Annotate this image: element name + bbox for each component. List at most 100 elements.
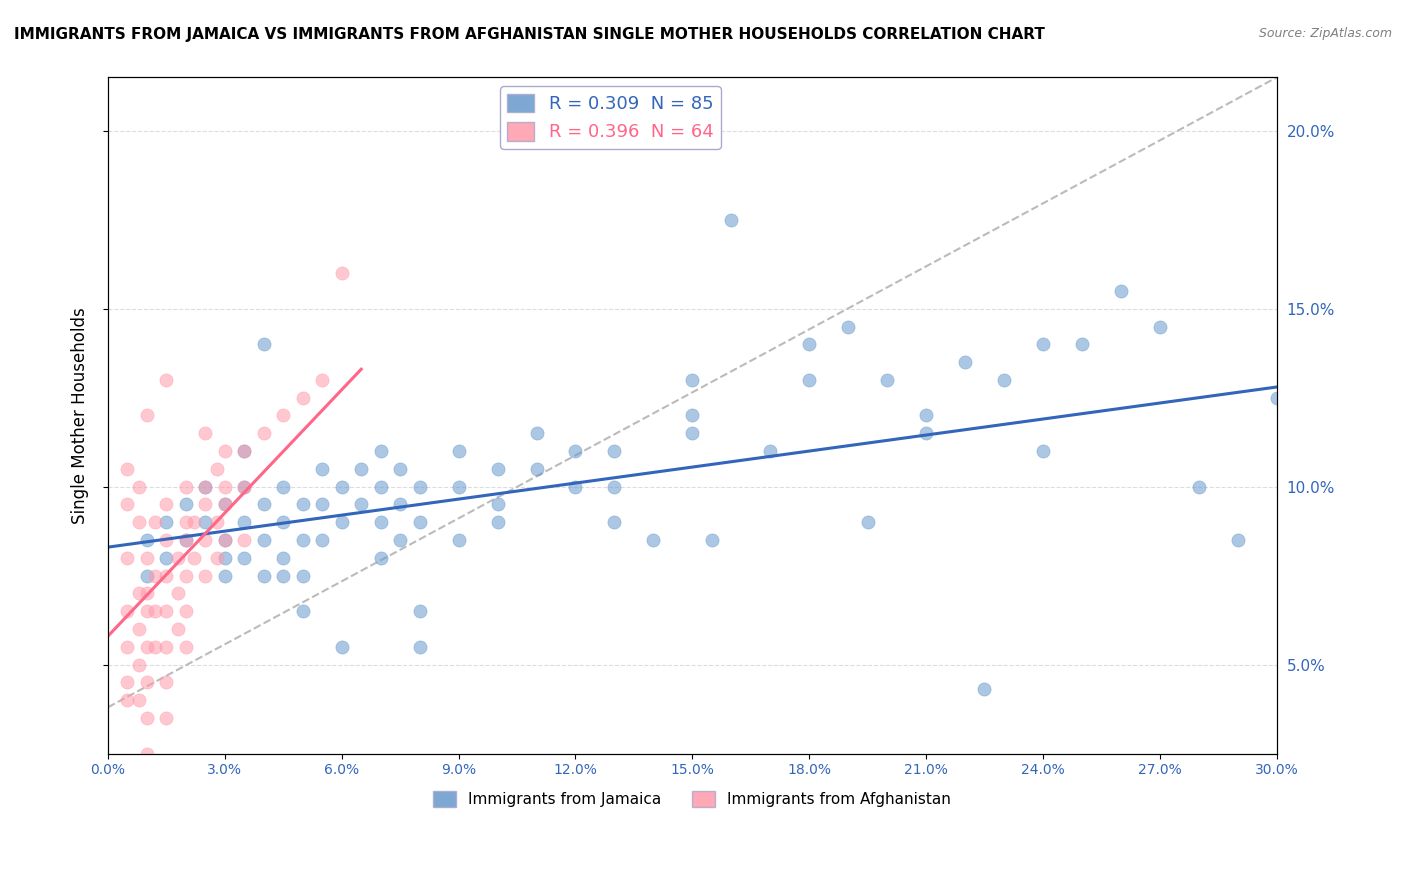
Point xyxy=(408,640,430,654)
Point xyxy=(233,550,256,565)
Point xyxy=(526,462,548,476)
Point xyxy=(117,675,139,690)
Point xyxy=(214,498,236,512)
Point xyxy=(253,568,276,582)
Point xyxy=(183,550,205,565)
Point xyxy=(311,373,333,387)
Point xyxy=(271,515,294,529)
Point xyxy=(253,426,276,441)
Point xyxy=(117,498,139,512)
Point xyxy=(117,640,139,654)
Point xyxy=(720,212,742,227)
Point xyxy=(253,337,276,351)
Point xyxy=(233,480,256,494)
Point xyxy=(136,711,159,725)
Point xyxy=(350,498,373,512)
Point xyxy=(1070,337,1092,351)
Point xyxy=(155,373,177,387)
Point xyxy=(128,515,150,529)
Point xyxy=(291,533,314,547)
Point xyxy=(253,533,276,547)
Point xyxy=(1188,480,1211,494)
Point xyxy=(194,480,217,494)
Point xyxy=(136,604,159,618)
Point xyxy=(311,498,333,512)
Point xyxy=(155,515,177,529)
Point xyxy=(973,682,995,697)
Point xyxy=(603,444,626,458)
Point xyxy=(681,373,703,387)
Point xyxy=(700,533,723,547)
Point xyxy=(155,533,177,547)
Point xyxy=(136,586,159,600)
Point xyxy=(194,480,217,494)
Point xyxy=(915,426,938,441)
Point xyxy=(155,640,177,654)
Point xyxy=(233,533,256,547)
Point xyxy=(271,480,294,494)
Point xyxy=(194,515,217,529)
Point xyxy=(128,480,150,494)
Point xyxy=(143,640,166,654)
Point xyxy=(311,533,333,547)
Point xyxy=(136,409,159,423)
Point xyxy=(856,515,879,529)
Point xyxy=(330,480,353,494)
Point xyxy=(194,498,217,512)
Point xyxy=(194,426,217,441)
Point xyxy=(136,747,159,761)
Point xyxy=(1265,391,1288,405)
Point xyxy=(447,480,470,494)
Point xyxy=(143,568,166,582)
Point xyxy=(370,480,392,494)
Point xyxy=(876,373,898,387)
Legend: Immigrants from Jamaica, Immigrants from Afghanistan: Immigrants from Jamaica, Immigrants from… xyxy=(427,785,957,814)
Point xyxy=(194,568,217,582)
Point xyxy=(155,568,177,582)
Point xyxy=(233,515,256,529)
Point xyxy=(183,515,205,529)
Point xyxy=(233,444,256,458)
Point xyxy=(330,266,353,280)
Point xyxy=(128,622,150,636)
Point xyxy=(953,355,976,369)
Point xyxy=(155,711,177,725)
Point xyxy=(117,550,139,565)
Point xyxy=(291,498,314,512)
Point xyxy=(174,480,197,494)
Point xyxy=(167,586,190,600)
Point xyxy=(214,568,236,582)
Point xyxy=(486,498,509,512)
Point xyxy=(117,693,139,707)
Point xyxy=(370,444,392,458)
Point xyxy=(136,568,159,582)
Text: IMMIGRANTS FROM JAMAICA VS IMMIGRANTS FROM AFGHANISTAN SINGLE MOTHER HOUSEHOLDS : IMMIGRANTS FROM JAMAICA VS IMMIGRANTS FR… xyxy=(14,27,1045,42)
Point xyxy=(174,604,197,618)
Point xyxy=(214,480,236,494)
Point xyxy=(214,498,236,512)
Point xyxy=(128,657,150,672)
Text: Source: ZipAtlas.com: Source: ZipAtlas.com xyxy=(1258,27,1392,40)
Point xyxy=(233,480,256,494)
Point xyxy=(1149,319,1171,334)
Point xyxy=(603,515,626,529)
Point xyxy=(117,604,139,618)
Point xyxy=(993,373,1015,387)
Point xyxy=(155,604,177,618)
Point xyxy=(643,533,665,547)
Point xyxy=(759,444,782,458)
Point xyxy=(799,337,821,351)
Point xyxy=(389,462,412,476)
Point xyxy=(143,604,166,618)
Point xyxy=(128,586,150,600)
Point xyxy=(370,515,392,529)
Point xyxy=(155,498,177,512)
Point xyxy=(253,498,276,512)
Point xyxy=(330,515,353,529)
Point xyxy=(205,462,228,476)
Point xyxy=(915,409,938,423)
Point xyxy=(214,533,236,547)
Point xyxy=(837,319,859,334)
Point xyxy=(205,550,228,565)
Point xyxy=(408,515,430,529)
